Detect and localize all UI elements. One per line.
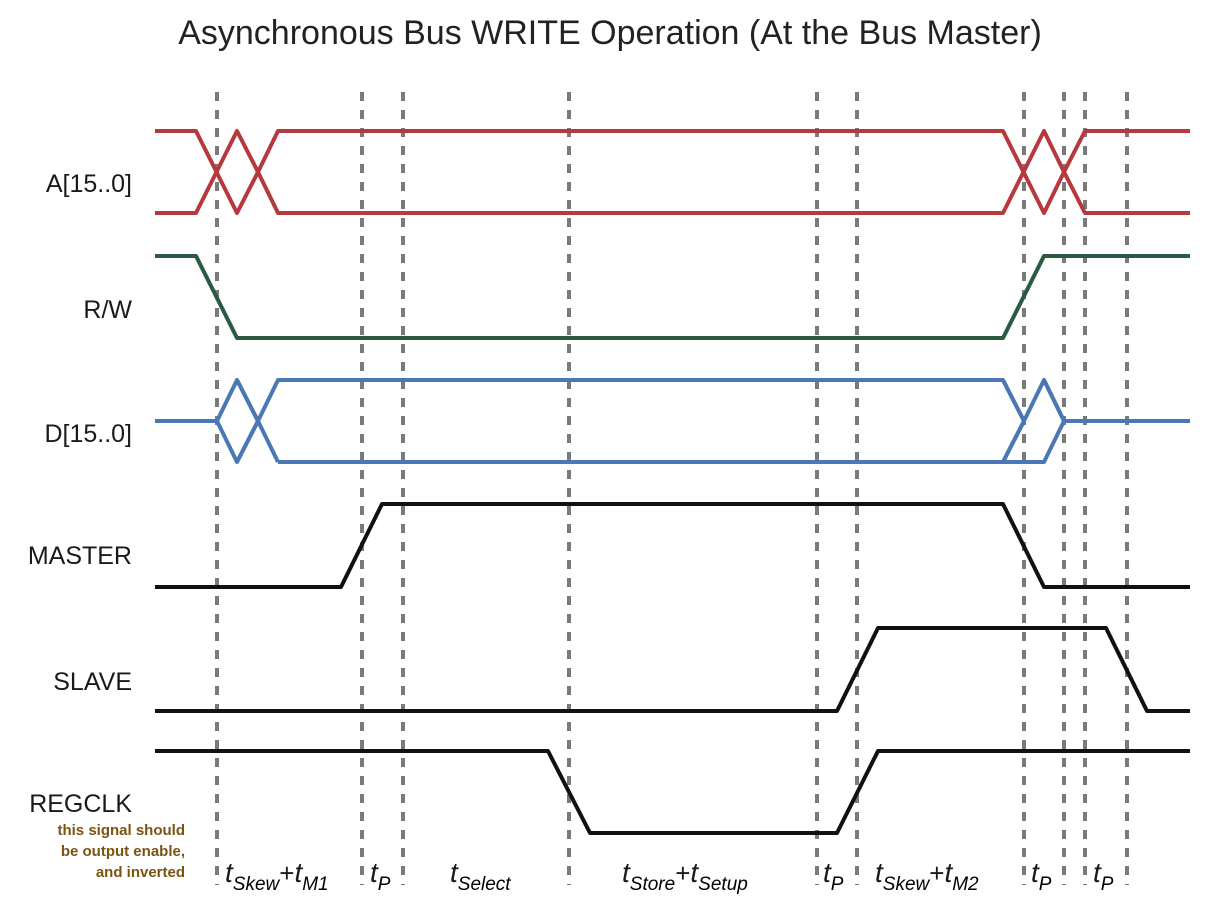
regclk-note: this signal should be output enable, and… [20,820,185,883]
label-rw: R/W [83,296,132,324]
waveform-rw [155,254,1190,340]
waveform-address [155,129,1190,215]
label-regclk: REGCLK [29,790,132,818]
label-tp-4: tP [1093,857,1114,895]
label-slave: SLAVE [53,668,132,696]
waveform-regclk [155,749,1190,835]
label-master: MASTER [27,542,132,570]
label-data: D[15..0] [44,420,132,448]
label-address: A[15..0] [45,170,132,198]
label-tp-2: tP [823,857,844,895]
waveform-slave [155,626,1190,713]
note-line-2: be output enable, [60,843,185,860]
label-tp-1: tP [370,857,391,895]
note-line-1: this signal should [57,822,185,839]
waveform-master [155,502,1190,589]
label-tstore-tsetup: tStore+tSetup [622,857,748,895]
label-tp-3: tP [1031,857,1052,895]
diagram-title: Asynchronous Bus WRITE Operation (At the… [178,14,1042,52]
label-tskew-tm1: tSkew+tM1 [225,857,329,895]
guide-lines [215,92,1129,885]
label-tskew-tm2: tSkew+tM2 [875,857,979,895]
waveform-data [155,378,1190,464]
label-tselect: tSelect [450,857,511,895]
note-line-3: and inverted [95,864,185,881]
